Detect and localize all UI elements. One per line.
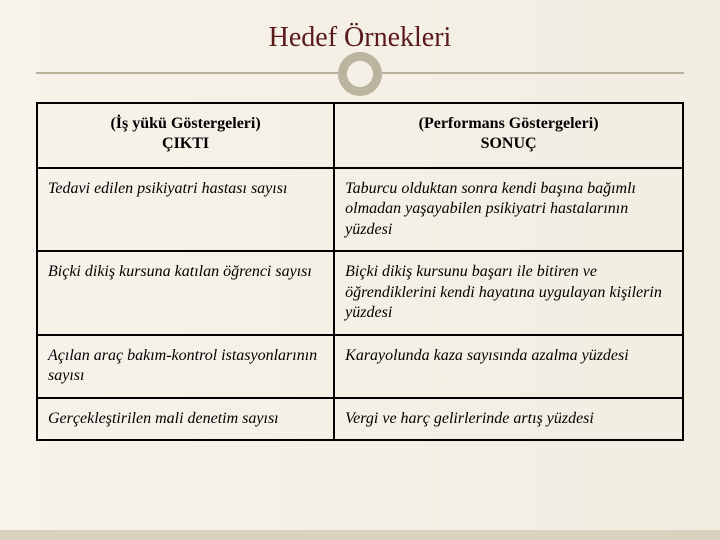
cell-performance: Taburcu olduktan sonra kendi başına bağı…: [334, 168, 683, 251]
footer-bar: [0, 530, 720, 540]
col-header-workload: (İş yükü Göstergeleri) ÇIKTI: [37, 103, 334, 168]
cell-performance: Karayolunda kaza sayısında azalma yüzdes…: [334, 335, 683, 398]
table-header-row: (İş yükü Göstergeleri) ÇIKTI (Performans…: [37, 103, 683, 168]
col-header-performance: (Performans Göstergeleri) SONUÇ: [334, 103, 683, 168]
cell-workload: Biçki dikiş kursuna katılan öğrenci sayı…: [37, 251, 334, 334]
examples-table: (İş yükü Göstergeleri) ÇIKTI (Performans…: [36, 102, 684, 441]
col-header-line1: (İş yükü Göstergeleri): [46, 114, 325, 134]
cell-workload: Tedavi edilen psikiyatri hastası sayısı: [37, 168, 334, 251]
page-title: Hedef Örnekleri: [36, 22, 684, 54]
title-area: Hedef Örnekleri: [36, 22, 684, 74]
table-row: Tedavi edilen psikiyatri hastası sayısı …: [37, 168, 683, 251]
table-row: Açılan araç bakım-kontrol istasyonlarını…: [37, 335, 683, 398]
table-row: Biçki dikiş kursuna katılan öğrenci sayı…: [37, 251, 683, 334]
cell-performance: Vergi ve harç gelirlerinde artış yüzdesi: [334, 398, 683, 440]
table-row: Gerçekleştirilen mali denetim sayısı Ver…: [37, 398, 683, 440]
col-header-line1: (Performans Göstergeleri): [343, 114, 674, 134]
cell-workload: Açılan araç bakım-kontrol istasyonlarını…: [37, 335, 334, 398]
slide: Hedef Örnekleri (İş yükü Göstergeleri) Ç…: [0, 0, 720, 540]
cell-workload: Gerçekleştirilen mali denetim sayısı: [37, 398, 334, 440]
cell-performance: Biçki dikiş kursunu başarı ile bitiren v…: [334, 251, 683, 334]
col-header-line2: SONUÇ: [343, 134, 674, 154]
ring-icon: [338, 52, 382, 96]
divider-line: [36, 72, 684, 74]
col-header-line2: ÇIKTI: [46, 134, 325, 154]
